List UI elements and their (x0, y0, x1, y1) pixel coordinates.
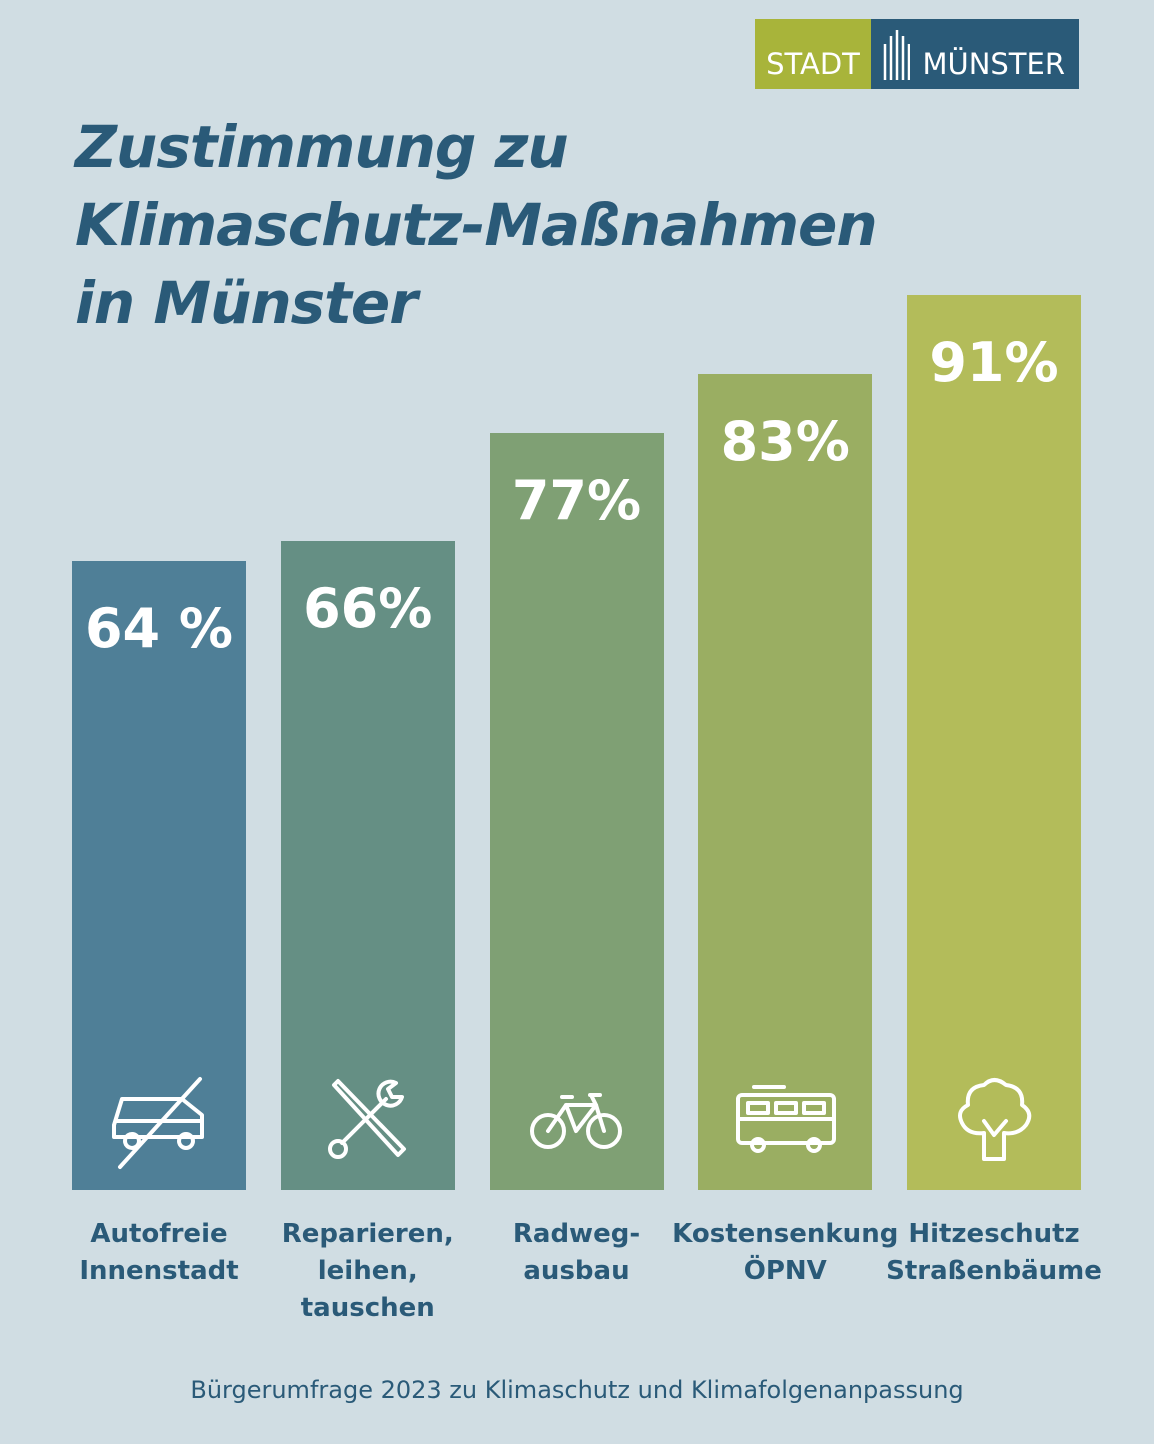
icon-car (112, 1077, 204, 1169)
value-label: 83% (720, 410, 850, 474)
chart-title: Zustimmung zu Klimaschutz-Maßnahmen in M… (75, 113, 878, 337)
bar (280, 541, 455, 1190)
source-note: Bürgerumfrage 2023 zu Klimaschutz und Kl… (190, 1376, 964, 1404)
logo-muenster: MÜNSTER (871, 19, 1079, 89)
bar (489, 433, 664, 1190)
value-label: 64 % (84, 596, 234, 660)
bar (72, 560, 246, 1190)
value-label: 66% (303, 577, 433, 641)
x-tick-label: Kostensenkung ÖPNV (672, 1219, 899, 1286)
value-label: 91% (929, 331, 1059, 395)
icon-tree (958, 1078, 1032, 1161)
x-tick-label: Radweg- ausbau (512, 1219, 641, 1286)
x-tick-label: Reparieren, leihen, tauschen (281, 1219, 454, 1323)
logo-icon (883, 30, 910, 80)
value-label: 77% (511, 469, 642, 533)
icon-bus (736, 1085, 836, 1153)
bar (698, 374, 873, 1190)
x-tick-label: Hitzeschutz Straßenbäume (886, 1219, 1102, 1286)
logo-stadt: STADT (755, 19, 871, 89)
icon-tools (328, 1079, 406, 1159)
icon-bicycle (530, 1093, 622, 1149)
bar (907, 295, 1081, 1190)
x-tick-label: Autofreie Innenstadt (79, 1219, 239, 1286)
